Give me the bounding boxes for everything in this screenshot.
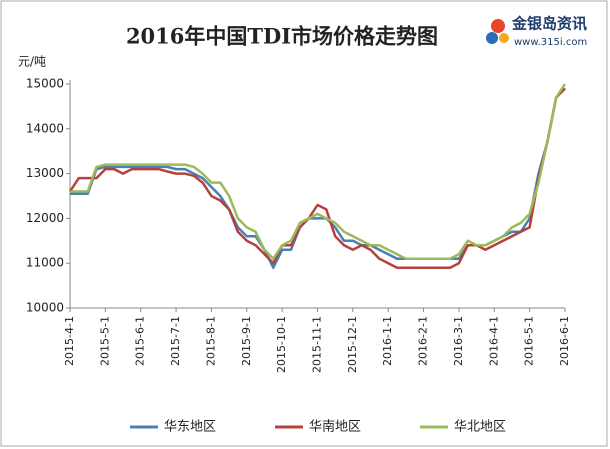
x-tick-label: 2015-4-1 [63, 316, 76, 366]
x-tick-label: 2015-5-1 [98, 316, 111, 366]
y-tick-label: 13000 [26, 166, 64, 180]
x-tick-label: 2015-7-1 [169, 316, 182, 366]
y-tick-label: 15000 [26, 77, 64, 91]
series-line [68, 87, 566, 269]
x-tick-label: 2015-8-1 [204, 316, 217, 366]
logo-dot [491, 19, 505, 33]
x-tick-label: 2015-12-1 [346, 316, 359, 373]
logo-text: 金银岛资讯 [511, 15, 587, 33]
chart-title: 2016年中国TDI市场价格走势图 [126, 24, 438, 49]
x-tick-label: 2016-4-1 [487, 316, 500, 366]
y-axis-label: 元/吨 [18, 55, 46, 69]
logo-dot [499, 33, 509, 43]
x-tick-label: 2016-1-1 [381, 316, 394, 366]
legend-label: 华南地区 [309, 419, 361, 435]
legend-label: 华东地区 [164, 420, 216, 435]
x-tick-label: 2015-9-1 [240, 316, 253, 366]
x-tick-label: 2016-6-1 [558, 316, 571, 366]
y-tick-label: 11000 [26, 256, 64, 270]
x-tick-label: 2015-11-1 [311, 316, 324, 373]
y-tick-label: 10000 [26, 301, 64, 315]
y-tick-label: 12000 [26, 211, 64, 225]
x-tick-label: 2016-3-1 [452, 316, 465, 366]
x-tick-label: 2016-5-1 [523, 316, 536, 366]
legend-label: 华北地区 [454, 420, 506, 435]
logo: 金银岛资讯 www.315i.com [486, 15, 587, 48]
y-tick-label: 14000 [26, 121, 64, 135]
logo-dot [486, 32, 498, 44]
x-tick-label: 2015-6-1 [134, 316, 147, 366]
logo-url: www.315i.com [514, 37, 587, 48]
x-tick-label: 2016-2-1 [417, 316, 430, 366]
series-line [70, 83, 567, 260]
x-tick-label: 2015-10-1 [275, 316, 288, 373]
